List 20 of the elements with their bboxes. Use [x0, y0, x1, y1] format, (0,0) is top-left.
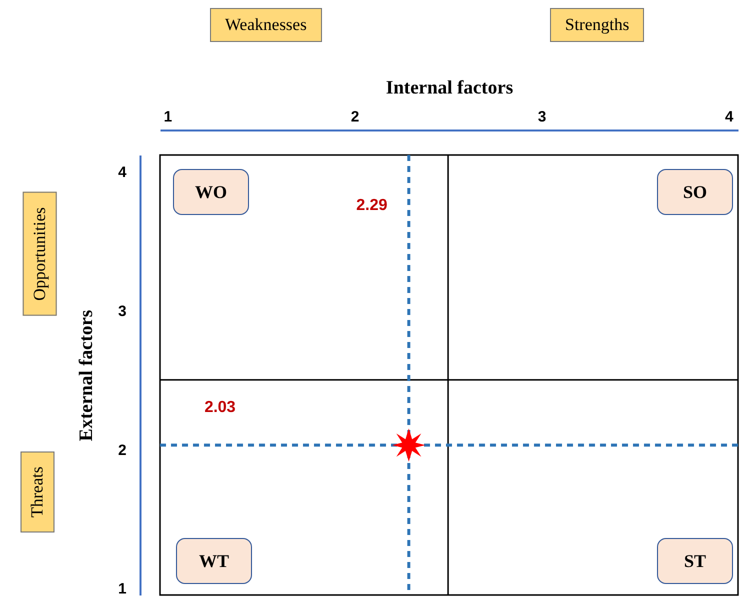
- annotation: WT: [176, 538, 252, 584]
- annotation: WO: [173, 169, 249, 215]
- text: Weaknesses: [210, 8, 322, 42]
- y-tick-label: 1: [118, 580, 126, 598]
- x-tick-label: 3: [538, 108, 546, 126]
- y-tick-label: 4: [118, 164, 128, 182]
- y-tick-label: 2: [118, 442, 126, 459]
- ref-line-label: 2.03: [204, 399, 236, 416]
- x-axis-title: Internal factors: [386, 78, 514, 98]
- y-axis-title: External factors: [76, 310, 98, 442]
- x-tick-label: 1: [164, 108, 172, 126]
- annotation: SO: [657, 169, 733, 215]
- ref-line-label: 2.29: [356, 197, 388, 214]
- text: Strengths: [550, 8, 644, 42]
- x-tick-label: 2: [350, 108, 360, 126]
- x-tick-label: 4: [724, 108, 734, 126]
- text: Opportunities: [22, 192, 57, 316]
- annotation: ST: [657, 538, 733, 584]
- text: Threats: [20, 452, 54, 532]
- y-tick-label: 3: [118, 302, 126, 320]
